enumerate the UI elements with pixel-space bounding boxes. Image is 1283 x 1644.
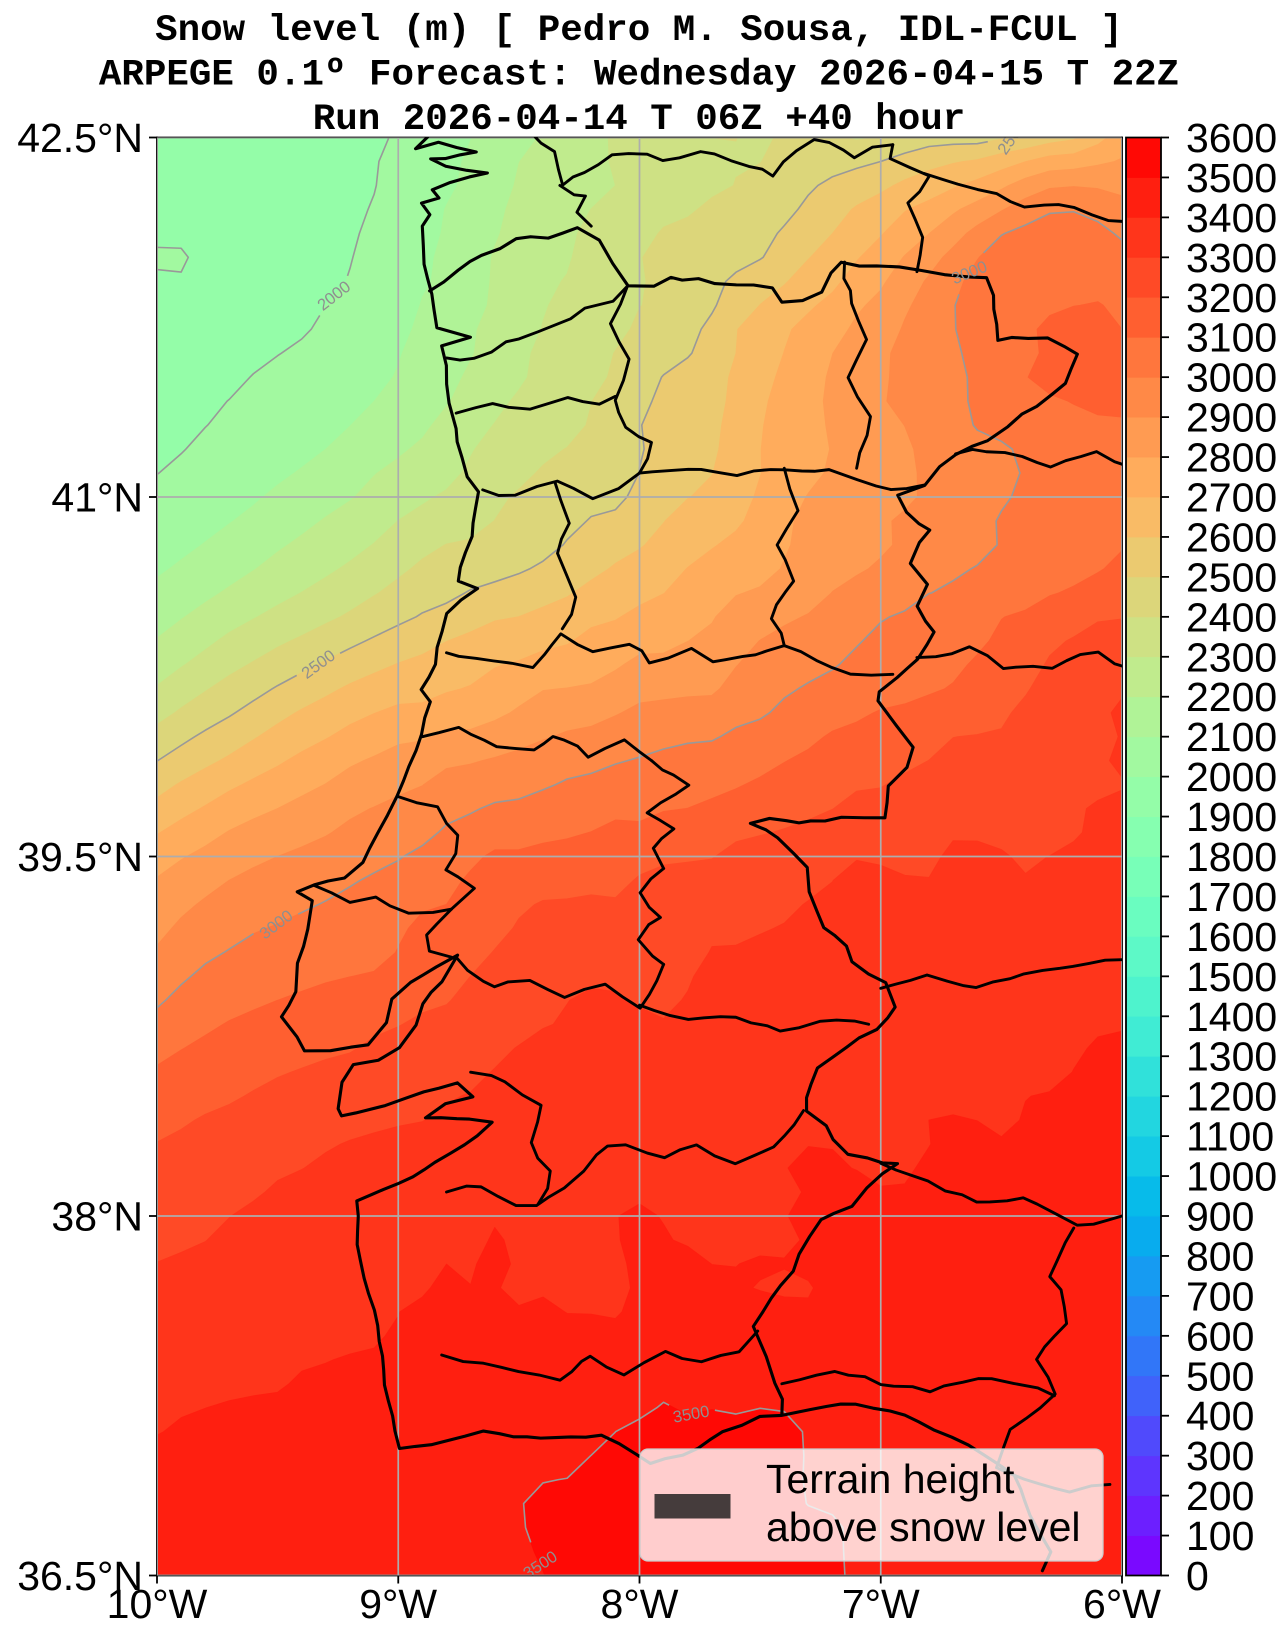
svg-text:1300: 1300 [1186,1034,1277,1080]
svg-text:3600: 3600 [1186,115,1277,161]
svg-text:600: 600 [1186,1313,1254,1359]
svg-text:2500: 2500 [1186,554,1277,600]
svg-text:1500: 1500 [1186,954,1277,1000]
svg-text:2000: 2000 [1186,754,1277,800]
svg-text:2600: 2600 [1186,514,1277,560]
svg-text:2800: 2800 [1186,435,1277,481]
svg-text:300: 300 [1186,1433,1254,1479]
svg-text:42.5°N: 42.5°N [17,115,143,161]
svg-text:1200: 1200 [1186,1074,1277,1120]
svg-text:500: 500 [1186,1353,1254,1399]
svg-text:ARPEGE 0.1º Forecast: Wednesda: ARPEGE 0.1º Forecast: Wednesday 2026-04-… [99,55,1179,97]
svg-text:1800: 1800 [1186,834,1277,880]
svg-text:38°N: 38°N [51,1194,143,1240]
svg-text:200: 200 [1186,1473,1254,1519]
svg-text:3200: 3200 [1186,275,1277,321]
svg-text:3500: 3500 [1186,155,1277,201]
svg-text:800: 800 [1186,1233,1254,1279]
svg-text:Snow level (m) [ Pedro M. Sous: Snow level (m) [ Pedro M. Sousa, IDL-FCU… [155,10,1123,52]
svg-text:Terrain height: Terrain height [766,1456,1015,1502]
svg-text:3000: 3000 [1186,355,1277,401]
svg-text:9°W: 9°W [359,1581,437,1627]
svg-text:10°W: 10°W [107,1581,208,1627]
svg-text:1400: 1400 [1186,994,1277,1040]
svg-text:2400: 2400 [1186,594,1277,640]
svg-text:2700: 2700 [1186,475,1277,521]
svg-text:1600: 1600 [1186,914,1277,960]
svg-text:8°W: 8°W [601,1581,679,1627]
svg-text:Run 2026-04-14 T 06Z +40 hour: Run 2026-04-14 T 06Z +40 hour [313,99,966,141]
svg-text:0: 0 [1186,1553,1209,1599]
svg-text:400: 400 [1186,1393,1254,1439]
svg-text:3100: 3100 [1186,315,1277,361]
svg-text:900: 900 [1186,1194,1254,1240]
svg-text:100: 100 [1186,1513,1254,1559]
svg-text:2100: 2100 [1186,714,1277,760]
svg-text:1100: 1100 [1186,1114,1274,1160]
svg-text:2200: 2200 [1186,674,1277,720]
svg-text:1900: 1900 [1186,794,1277,840]
svg-text:above snow level: above snow level [766,1504,1081,1550]
svg-text:2900: 2900 [1186,395,1277,441]
svg-text:3300: 3300 [1186,235,1277,281]
svg-text:6°W: 6°W [1083,1581,1161,1627]
svg-text:41°N: 41°N [51,475,143,521]
svg-text:7°W: 7°W [842,1581,920,1627]
svg-text:2300: 2300 [1186,634,1277,680]
svg-text:36.5°N: 36.5°N [17,1553,143,1599]
svg-text:700: 700 [1186,1273,1254,1319]
svg-text:39.5°N: 39.5°N [17,834,143,880]
svg-text:1700: 1700 [1186,874,1277,920]
svg-text:1000: 1000 [1186,1154,1277,1200]
svg-text:3400: 3400 [1186,195,1277,241]
